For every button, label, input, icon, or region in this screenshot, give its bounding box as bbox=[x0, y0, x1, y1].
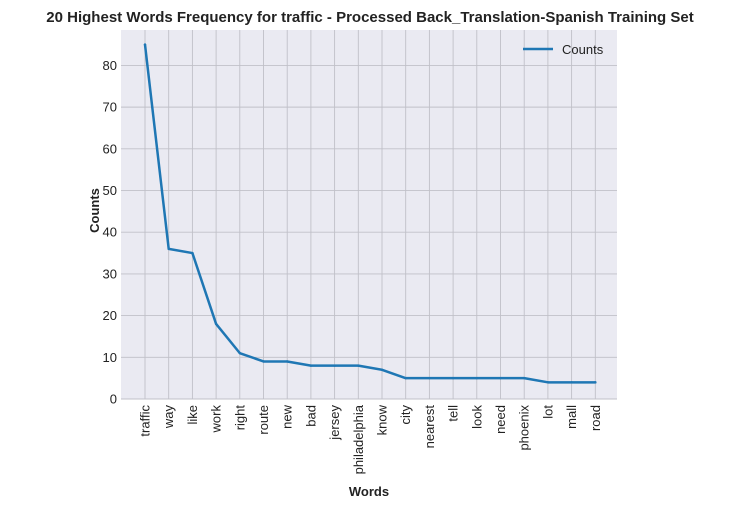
y-tick-label: 50 bbox=[103, 183, 117, 198]
x-tick-label: like bbox=[185, 405, 200, 425]
y-tick-label: 0 bbox=[110, 392, 117, 407]
chart-title: 20 Highest Words Frequency for traffic -… bbox=[46, 9, 693, 26]
y-tick-label: 30 bbox=[103, 266, 117, 281]
y-tick-label: 60 bbox=[103, 141, 117, 156]
y-tick-label: 20 bbox=[103, 308, 117, 323]
x-tick-label: route bbox=[256, 405, 271, 435]
x-tick-label: lot bbox=[540, 405, 555, 419]
x-tick-label: philadelphia bbox=[351, 404, 366, 474]
x-tick-label: way bbox=[161, 405, 176, 430]
data-point bbox=[570, 381, 573, 384]
data-point bbox=[428, 376, 431, 380]
y-axis-ticks: 0 10 20 30 40 50 60 70 80 bbox=[103, 58, 117, 407]
data-point bbox=[214, 322, 218, 326]
x-tick-label: mall bbox=[564, 405, 579, 429]
data-point bbox=[451, 376, 455, 380]
data-point bbox=[357, 364, 360, 367]
x-tick-label: know bbox=[375, 404, 390, 435]
data-point bbox=[238, 351, 241, 355]
y-axis-label: Counts bbox=[87, 188, 102, 233]
data-point bbox=[404, 376, 407, 380]
x-tick-label: road bbox=[588, 405, 603, 431]
data-point bbox=[333, 364, 336, 367]
x-tick-label: tell bbox=[446, 405, 461, 422]
x-tick-label: need bbox=[493, 405, 508, 434]
data-point bbox=[167, 247, 170, 251]
data-point bbox=[594, 381, 597, 384]
x-tick-label: new bbox=[280, 404, 295, 428]
data-point bbox=[499, 376, 502, 380]
data-point bbox=[475, 376, 478, 380]
data-point bbox=[309, 364, 313, 367]
x-tick-label: city bbox=[398, 405, 413, 425]
x-tick-label: look bbox=[469, 405, 484, 429]
data-point bbox=[523, 376, 526, 380]
data-point bbox=[286, 360, 289, 363]
data-point bbox=[191, 251, 194, 255]
data-point bbox=[143, 43, 147, 46]
data-point bbox=[380, 368, 384, 372]
x-tick-label: nearest bbox=[422, 405, 437, 449]
y-tick-label: 10 bbox=[103, 350, 117, 365]
y-tick-label: 80 bbox=[103, 58, 117, 73]
data-point bbox=[262, 360, 265, 363]
grid bbox=[121, 30, 617, 400]
x-axis-ticks: traffic way like work right route new bad jersey… bbox=[138, 404, 603, 474]
legend: Counts bbox=[523, 42, 604, 57]
x-tick-label: bad bbox=[303, 405, 318, 427]
x-tick-label: right bbox=[232, 405, 247, 431]
y-tick-label: 40 bbox=[103, 225, 117, 240]
legend-label: Counts bbox=[562, 42, 604, 57]
series-layer bbox=[143, 43, 597, 384]
x-axis-label: Words bbox=[349, 484, 389, 499]
x-tick-label: work bbox=[209, 405, 224, 434]
x-tick-label: phoenix bbox=[517, 405, 532, 451]
data-point bbox=[546, 381, 550, 384]
y-tick-label: 70 bbox=[103, 100, 117, 115]
series-line-counts bbox=[143, 43, 597, 384]
x-tick-label: jersey bbox=[327, 405, 342, 441]
x-tick-label: traffic bbox=[138, 405, 153, 437]
plot-area bbox=[121, 30, 617, 399]
